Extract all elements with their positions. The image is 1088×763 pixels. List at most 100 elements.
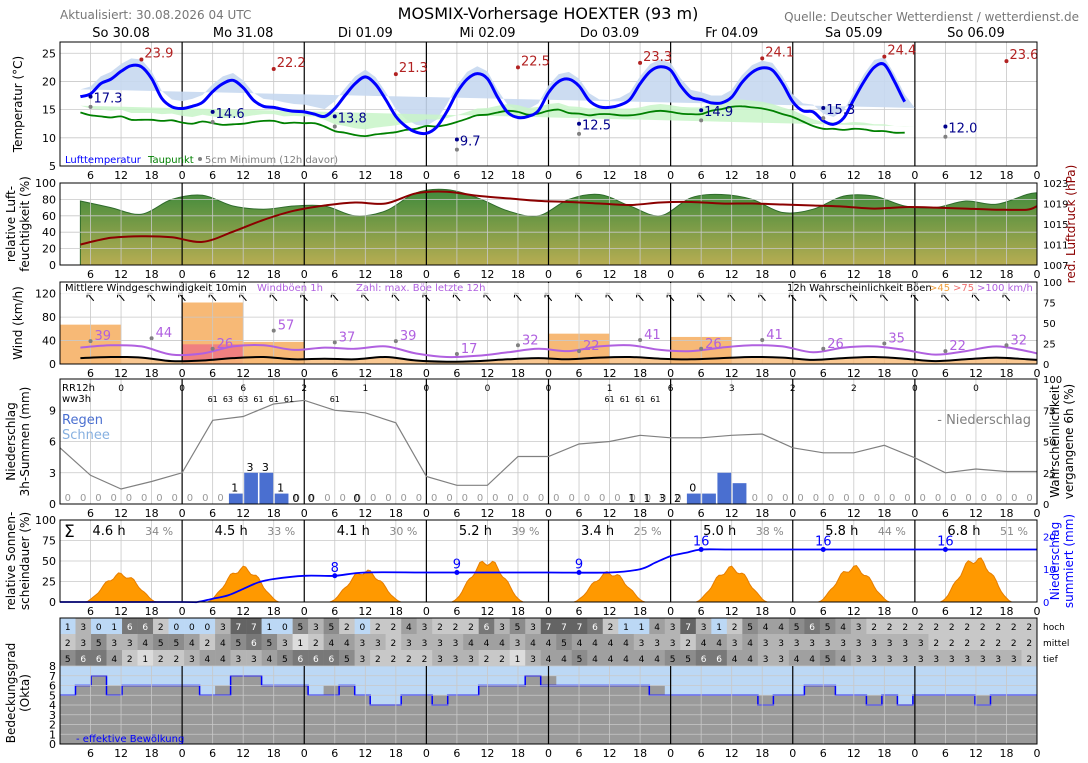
cloud-cell	[850, 634, 867, 650]
precip-bar-label: 0	[308, 492, 315, 505]
cloud-cell	[757, 618, 774, 634]
cloud-cell-value: 4	[763, 623, 769, 633]
cloud-cell-value: 3	[763, 639, 769, 649]
cloud-cell	[664, 618, 681, 634]
cloud-cell	[184, 618, 200, 634]
cloud-cell-value: 3	[1011, 655, 1017, 665]
cloud-cell	[912, 650, 929, 666]
cloud-cell	[401, 634, 417, 650]
temp-max-label: 23.3	[643, 50, 672, 65]
legend-gust-probability: 12h Wahrscheinlichkeit Böen	[787, 283, 932, 294]
cloud-hour-tick: 0	[301, 747, 308, 760]
sunshine-area	[940, 557, 1012, 603]
rain-hour-tick: 18	[145, 507, 159, 520]
cloud-cell	[494, 634, 511, 650]
sun-hour-tick: 6	[209, 605, 216, 618]
temperature-line	[79, 62, 906, 136]
temp-max-label: 24.1	[765, 45, 794, 60]
cloud-cell	[819, 650, 836, 666]
cloud-hour-tick: 18	[633, 747, 647, 760]
cloud-cell	[695, 650, 712, 666]
cloud-cell	[153, 650, 169, 666]
temp-min-label: 12.0	[948, 122, 977, 137]
legend-gust-75: >75	[953, 283, 974, 294]
cloud-cell-value: 7	[251, 623, 257, 633]
cloud-ytick: 7	[49, 670, 56, 683]
cloud-cell	[153, 634, 169, 650]
cloud-cell	[850, 650, 867, 666]
wind-frame	[59, 281, 1038, 365]
cloud-cell	[773, 634, 790, 650]
cloud-cell-value: 4	[592, 639, 598, 649]
wind-hour-tick: 12	[969, 367, 983, 380]
cloud-cell-value: 3	[251, 655, 257, 665]
cloud-cell	[401, 650, 417, 666]
max-gust-marker	[577, 349, 582, 354]
precip-bar-label: 1	[231, 482, 238, 495]
sun-ytick: 25	[42, 576, 56, 589]
cloud-cell-value: 4	[484, 639, 490, 649]
daily-sunshine-percent: 25 %	[634, 525, 662, 538]
wind-hour-tick: 0	[789, 367, 796, 380]
cloud-cell	[308, 650, 324, 666]
max-gust-marker	[1004, 343, 1009, 348]
precip-zero-label: 0	[370, 493, 376, 504]
cloud-cell	[261, 650, 278, 666]
sunshine-ylabel: relative Sonnen-scheindauer (%)	[4, 512, 32, 611]
ww3h-label: ww3h	[62, 394, 91, 405]
cloud-cell-value: 3	[437, 639, 443, 649]
precip-zero-label: 0	[965, 493, 971, 504]
cloud-cell	[943, 650, 960, 666]
temp-min-marker	[821, 105, 826, 110]
precip-zero-label: 0	[889, 493, 895, 504]
sun-hour-tick: 12	[114, 605, 128, 618]
mean-wind-line	[80, 355, 1038, 363]
cloud-cell-value: 4	[701, 639, 707, 649]
cloud-cell	[339, 618, 355, 634]
temp-max-marker	[1004, 59, 1009, 64]
cloud-cell-value: 7	[235, 623, 241, 633]
cloud-cell	[711, 634, 728, 650]
cloud-cell	[819, 634, 836, 650]
precip-sum-ylabel-line: summiert (mm)	[1062, 514, 1076, 608]
daily-sunshine-hours: 5.0 h	[703, 524, 736, 539]
max-gust-marker	[271, 328, 276, 333]
wind-hour-tick: 18	[877, 367, 891, 380]
cloud-hour-tick: 0	[423, 747, 430, 760]
cloud-cell	[385, 634, 402, 650]
wind-ylabel-line: Wind (km/h)	[11, 286, 25, 360]
hum-hour-tick: 6	[820, 268, 827, 281]
cloud-cell-value: 4	[778, 623, 784, 633]
cloud-cell-value: 1	[716, 623, 722, 633]
cloud-cell-value: 4	[189, 639, 195, 649]
cloud-cell-value: 4	[468, 639, 474, 649]
cloud-cell-value: 5	[561, 639, 567, 649]
temp-hour-tick: 0	[179, 169, 186, 182]
cloud-cell	[230, 650, 247, 666]
rain-hour-tick: 18	[755, 507, 769, 520]
rr12h-value: 0	[912, 384, 918, 394]
sun-hour-tick: 18	[389, 605, 403, 618]
cloud-cell-value: 3	[639, 639, 645, 649]
source-label: Quelle: Deutscher Wetterdienst / wetterd…	[784, 10, 1079, 24]
cloud-cell-value: 3	[778, 639, 784, 649]
precip-zero-label: 0	[630, 493, 636, 504]
precip-zero-label: 0	[523, 493, 529, 504]
daily-sunshine-percent: 38 %	[756, 525, 784, 538]
precip-sum-label: 16	[693, 535, 710, 550]
cloud-cell-value: 3	[80, 623, 86, 633]
precip-sum-marker	[332, 573, 338, 579]
rr12h-value: 0	[485, 384, 491, 394]
rain-hour-tick: 12	[480, 507, 494, 520]
cloud-hour-tick: 6	[453, 747, 460, 760]
sun-hour-tick: 0	[423, 605, 430, 618]
precip-bar-label: 1	[277, 482, 284, 495]
precip-zero-label: 0	[1026, 493, 1032, 504]
precip-zero-label: 0	[507, 493, 513, 504]
cloud-cell-value: 4	[530, 639, 536, 649]
rain-hour-tick: 6	[576, 507, 583, 520]
rr12h-value: 0	[179, 384, 185, 394]
cloud-cell	[990, 650, 1007, 666]
cloud-cell	[866, 618, 883, 634]
cloud-cell-value: 3	[422, 639, 428, 649]
